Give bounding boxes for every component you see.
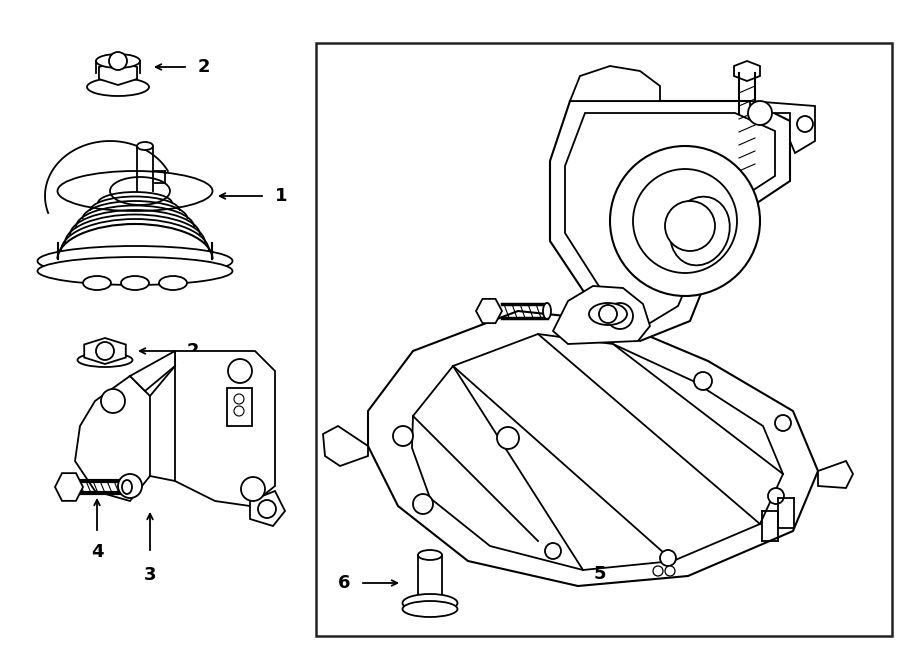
Circle shape (768, 488, 784, 504)
Ellipse shape (402, 594, 457, 612)
Text: 1: 1 (275, 187, 287, 205)
Ellipse shape (418, 550, 442, 560)
Ellipse shape (58, 171, 212, 211)
Ellipse shape (137, 142, 153, 150)
Ellipse shape (670, 197, 730, 265)
Circle shape (109, 52, 127, 70)
Text: 2: 2 (198, 58, 211, 76)
Polygon shape (550, 101, 790, 341)
Bar (316, 43, 892, 636)
Ellipse shape (122, 480, 132, 494)
Text: 3: 3 (144, 566, 157, 584)
Polygon shape (570, 66, 660, 101)
Circle shape (118, 474, 142, 498)
Ellipse shape (402, 601, 457, 617)
Polygon shape (323, 426, 368, 466)
Polygon shape (818, 461, 853, 488)
Circle shape (694, 372, 712, 390)
Polygon shape (553, 286, 650, 344)
Polygon shape (175, 351, 275, 506)
Circle shape (258, 500, 276, 518)
Circle shape (413, 494, 433, 514)
Polygon shape (476, 299, 502, 323)
Ellipse shape (589, 303, 627, 325)
Circle shape (607, 303, 633, 329)
Circle shape (665, 566, 675, 576)
Text: 2: 2 (187, 342, 200, 360)
Polygon shape (565, 113, 775, 326)
Circle shape (610, 146, 760, 296)
Circle shape (497, 427, 519, 449)
Circle shape (797, 116, 813, 132)
Text: 6: 6 (338, 574, 350, 592)
Ellipse shape (38, 257, 232, 285)
Ellipse shape (543, 303, 551, 319)
Polygon shape (734, 61, 760, 81)
Circle shape (599, 305, 617, 323)
FancyBboxPatch shape (227, 388, 252, 426)
Polygon shape (55, 473, 83, 501)
Circle shape (241, 477, 265, 501)
Circle shape (748, 101, 772, 125)
Circle shape (96, 342, 114, 360)
Ellipse shape (110, 177, 170, 205)
Ellipse shape (121, 276, 149, 290)
Ellipse shape (70, 477, 78, 497)
Circle shape (653, 566, 663, 576)
Circle shape (234, 394, 244, 404)
Ellipse shape (159, 276, 187, 290)
Ellipse shape (83, 276, 111, 290)
Text: 5: 5 (594, 565, 607, 583)
Circle shape (633, 169, 737, 273)
Polygon shape (368, 311, 818, 586)
Polygon shape (750, 101, 815, 153)
Polygon shape (99, 61, 137, 85)
Circle shape (660, 550, 676, 566)
Polygon shape (412, 334, 783, 570)
Circle shape (393, 426, 413, 446)
Polygon shape (130, 351, 175, 391)
Circle shape (228, 359, 252, 383)
Ellipse shape (77, 353, 132, 367)
Circle shape (101, 389, 125, 413)
Circle shape (545, 543, 561, 559)
Polygon shape (250, 491, 285, 526)
Circle shape (234, 406, 244, 416)
Polygon shape (85, 338, 126, 364)
Ellipse shape (38, 246, 232, 276)
Circle shape (775, 415, 791, 431)
Circle shape (665, 201, 715, 251)
Ellipse shape (87, 78, 149, 96)
Text: 4: 4 (91, 543, 104, 561)
Polygon shape (75, 376, 150, 501)
Ellipse shape (96, 54, 140, 68)
